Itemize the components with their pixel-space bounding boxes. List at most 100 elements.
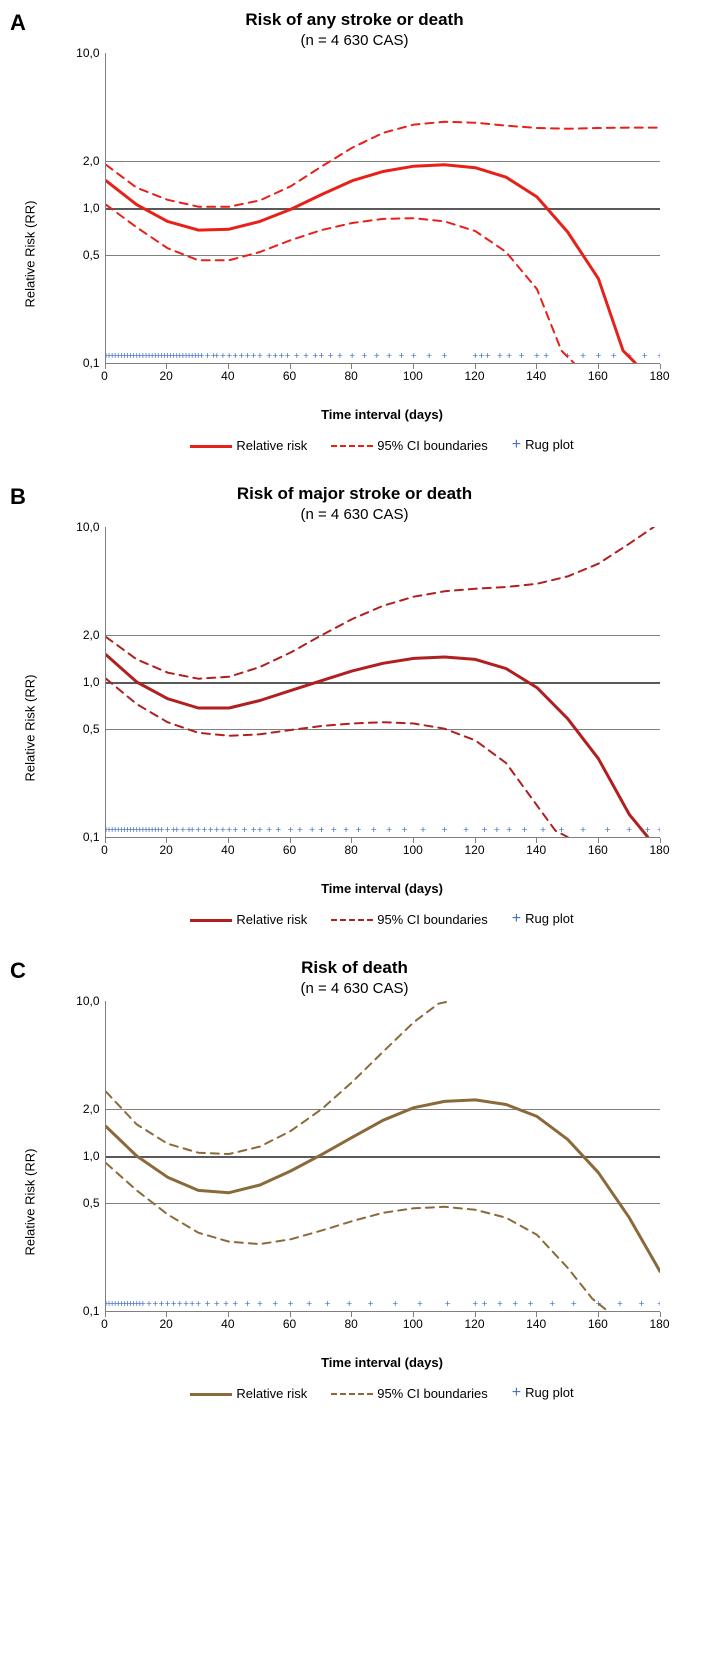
- x-axis-label: Time interval (days): [105, 1355, 660, 1370]
- rug-tick: +: [146, 1299, 152, 1310]
- x-tick-label: 40: [221, 1317, 234, 1331]
- rug-tick: +: [506, 825, 512, 836]
- legend-label: Rug plot: [525, 1385, 573, 1400]
- legend-swatch-solid: [190, 445, 232, 448]
- rug-tick: +: [244, 1299, 250, 1310]
- x-tick-label: 80: [344, 369, 357, 383]
- legend-swatch-solid: [190, 919, 232, 922]
- rug-tick: +: [140, 1299, 146, 1310]
- rug-tick: +: [392, 1299, 398, 1310]
- rug-tick: +: [195, 1299, 201, 1310]
- rug-tick: +: [158, 1299, 164, 1310]
- x-tick-label: 80: [344, 843, 357, 857]
- y-tick-label: 1,0: [64, 201, 100, 215]
- legend-swatch-dashed: [331, 445, 373, 447]
- panel-label-A: A: [10, 10, 26, 36]
- rug-tick: +: [410, 351, 416, 362]
- x-tick-label: 180: [649, 1317, 669, 1331]
- legend-swatch-solid: [190, 1393, 232, 1396]
- rug-tick: +: [463, 825, 469, 836]
- rug-tick: +: [213, 1299, 219, 1310]
- plot-area: 0,10,51,02,010,0++++++++++++++++++++++++…: [105, 1001, 660, 1312]
- rug-tick: +: [213, 825, 219, 836]
- x-tick-label: 20: [159, 843, 172, 857]
- rug-tick: +: [213, 351, 219, 362]
- plot-svg: ++++++++++++++++++++++++++++++++++++++++…: [106, 527, 660, 837]
- legend: Relative risk95% CI boundaries+Rug plot: [105, 1384, 660, 1402]
- legend-item-rug: +Rug plot: [512, 910, 574, 928]
- panel-label-B: B: [10, 484, 26, 510]
- rug-tick: +: [336, 351, 342, 362]
- rug-tick: +: [164, 1299, 170, 1310]
- rug-tick: +: [275, 825, 281, 836]
- rug-tick: +: [244, 351, 250, 362]
- legend-label: Relative risk: [236, 1386, 307, 1401]
- legend-swatch-dashed: [331, 1393, 373, 1395]
- figure-grid: ARisk of any stroke or death(n = 4 630 C…: [10, 10, 699, 1402]
- chart-title: Risk of major stroke or death: [10, 484, 699, 504]
- ci-upper-line: [106, 527, 654, 679]
- rug-tick: +: [303, 351, 309, 362]
- ci-lower-line: [106, 205, 574, 363]
- legend-item-rr: Relative risk: [190, 1386, 307, 1401]
- y-tick-label: 2,0: [64, 1102, 100, 1116]
- chart-subtitle: (n = 4 630 CAS): [10, 32, 699, 49]
- legend-swatch-plus-icon: +: [512, 436, 521, 453]
- rug-tick: +: [401, 825, 407, 836]
- rug-tick: +: [481, 825, 487, 836]
- rug-tick: +: [626, 825, 632, 836]
- rug-tick: +: [256, 1299, 262, 1310]
- rug-tick: +: [284, 351, 290, 362]
- rug-tick: +: [220, 351, 226, 362]
- rug-tick: +: [398, 351, 404, 362]
- x-tick-label: 20: [159, 369, 172, 383]
- x-tick-label: 120: [464, 369, 484, 383]
- y-tick-label: 1,0: [64, 1149, 100, 1163]
- rug-tick: +: [527, 1299, 533, 1310]
- rug-tick: +: [201, 825, 207, 836]
- rug-tick: +: [164, 825, 170, 836]
- rug-tick: +: [272, 351, 278, 362]
- legend: Relative risk95% CI boundaries+Rug plot: [105, 436, 660, 454]
- rug-tick: +: [309, 825, 315, 836]
- panel-B: BRisk of major stroke or death(n = 4 630…: [10, 484, 699, 928]
- x-tick-label: 100: [403, 843, 423, 857]
- panel-A: ARisk of any stroke or death(n = 4 630 C…: [10, 10, 699, 454]
- x-tick-label: 160: [588, 1317, 608, 1331]
- x-tick-label: 120: [464, 843, 484, 857]
- rug-tick: +: [426, 351, 432, 362]
- relative-risk-line: [106, 1100, 660, 1272]
- rug-tick: +: [324, 1299, 330, 1310]
- x-axis-label: Time interval (days): [105, 881, 660, 896]
- y-tick-label: 10,0: [64, 994, 100, 1008]
- rug-tick: +: [549, 1299, 555, 1310]
- rug-tick: +: [256, 351, 262, 362]
- plot-area: 0,10,51,02,010,0++++++++++++++++++++++++…: [105, 527, 660, 838]
- rug-tick: +: [343, 825, 349, 836]
- x-tick-label: 100: [403, 369, 423, 383]
- legend-item-rr: Relative risk: [190, 438, 307, 453]
- rug-tick: +: [327, 351, 333, 362]
- panel-titles: Risk of any stroke or death(n = 4 630 CA…: [10, 10, 699, 49]
- legend-label: Rug plot: [525, 911, 573, 926]
- y-tick-label: 0,1: [64, 356, 100, 370]
- y-axis-label: Relative Risk (RR): [22, 200, 37, 307]
- rug-tick: +: [641, 351, 647, 362]
- rug-tick: +: [533, 351, 539, 362]
- rug-tick: +: [484, 351, 490, 362]
- ci-upper-line: [106, 1001, 451, 1154]
- rug-tick: +: [198, 351, 204, 362]
- rug-tick: +: [250, 825, 256, 836]
- rug-tick: +: [420, 825, 426, 836]
- rug-tick: +: [296, 825, 302, 836]
- rug-tick: +: [272, 1299, 278, 1310]
- rug-tick: +: [472, 351, 478, 362]
- x-tick-label: 140: [526, 1317, 546, 1331]
- panel-titles: Risk of death(n = 4 630 CAS): [10, 958, 699, 997]
- rug-tick: +: [657, 351, 663, 362]
- rug-tick: +: [189, 825, 195, 836]
- panel-C: CRisk of death(n = 4 630 CAS)Relative Ri…: [10, 958, 699, 1402]
- rug-tick: +: [657, 1299, 663, 1310]
- rug-tick: +: [226, 351, 232, 362]
- legend-label: Rug plot: [525, 437, 573, 452]
